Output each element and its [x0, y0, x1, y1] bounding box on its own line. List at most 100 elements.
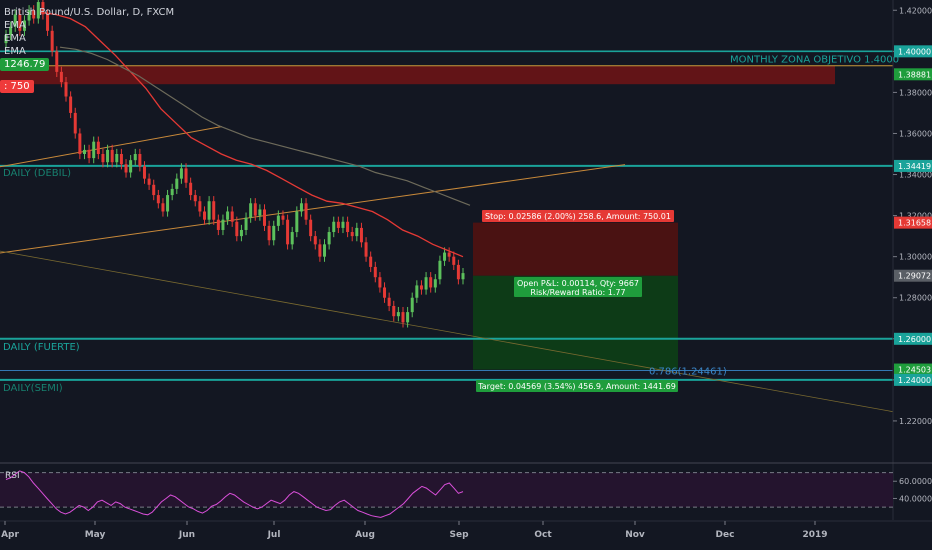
candle-body[interactable] — [22, 20, 26, 31]
candle-body[interactable] — [359, 227, 363, 243]
candle-body[interactable] — [336, 221, 340, 228]
stop-zone-box[interactable] — [473, 222, 678, 276]
candle-body[interactable] — [429, 277, 433, 288]
stop-label-box[interactable] — [482, 210, 674, 222]
candle-body[interactable] — [309, 219, 313, 237]
candle-body[interactable] — [179, 168, 183, 179]
price-label-box[interactable] — [894, 332, 932, 345]
price-label-box[interactable] — [894, 373, 932, 386]
candle-body[interactable] — [281, 215, 285, 220]
candle-body[interactable] — [258, 209, 262, 216]
candle-body[interactable] — [304, 203, 308, 220]
candle-body[interactable] — [313, 236, 317, 245]
candle-body[interactable] — [50, 30, 54, 52]
candle-body[interactable] — [133, 154, 137, 161]
candle-body[interactable] — [461, 273, 465, 280]
candle-body[interactable] — [415, 285, 419, 298]
symbol-title[interactable]: British Pound/U.S. Dollar, D, FXCM — [4, 7, 175, 18]
candle-body[interactable] — [36, 2, 40, 19]
candle-body[interactable] — [221, 219, 225, 230]
candle-body[interactable] — [456, 264, 460, 280]
short-trendline[interactable] — [0, 125, 223, 168]
candle-body[interactable] — [249, 203, 253, 218]
ema-indicator-1[interactable]: EMA — [4, 20, 26, 31]
candle-body[interactable] — [161, 203, 165, 212]
candle-body[interactable] — [244, 217, 248, 230]
candle-body[interactable] — [9, 26, 13, 35]
candle-body[interactable] — [156, 195, 160, 204]
candle-body[interactable] — [369, 256, 373, 267]
candle-body[interactable] — [193, 195, 197, 202]
open-pl-label-box[interactable] — [514, 277, 642, 297]
price-label-box[interactable] — [894, 269, 932, 282]
price-label-box[interactable] — [894, 45, 932, 58]
candle-body[interactable] — [166, 195, 170, 212]
price-label-box[interactable] — [894, 159, 932, 172]
candle-body[interactable] — [392, 305, 396, 317]
candle-body[interactable] — [346, 221, 350, 233]
candle-body[interactable] — [267, 225, 271, 241]
price-label-box[interactable] — [894, 68, 932, 81]
candle-body[interactable] — [290, 232, 294, 245]
candle-body[interactable] — [433, 279, 437, 288]
candle-body[interactable] — [355, 227, 359, 237]
amount-badge[interactable]: : 750 — [0, 80, 34, 93]
candle-body[interactable] — [147, 178, 151, 185]
ema-fast-line[interactable] — [39, 11, 464, 258]
candle-body[interactable] — [18, 14, 22, 31]
candle-body[interactable] — [202, 211, 206, 220]
candle-body[interactable] — [59, 71, 63, 83]
candle-body[interactable] — [263, 209, 267, 226]
candle-body[interactable] — [438, 260, 442, 280]
candle-body[interactable] — [69, 96, 73, 113]
candle-body[interactable] — [341, 221, 345, 228]
candle-body[interactable] — [253, 203, 257, 216]
candle-body[interactable] — [318, 244, 322, 257]
rsi-line[interactable] — [5, 470, 464, 518]
candle-body[interactable] — [332, 221, 336, 233]
candle-body[interactable] — [170, 188, 174, 196]
candle-body[interactable] — [452, 256, 456, 265]
candle-body[interactable] — [46, 14, 50, 31]
ema-indicator-3[interactable]: EMA — [4, 46, 26, 57]
price-label-box[interactable] — [894, 216, 932, 229]
candle-body[interactable] — [4, 34, 8, 44]
candle-body[interactable] — [401, 312, 405, 323]
candle-body[interactable] — [78, 133, 82, 154]
candle-body[interactable] — [142, 166, 146, 179]
candle-body[interactable] — [419, 285, 423, 290]
candle-body[interactable] — [73, 112, 77, 134]
candle-body[interactable] — [106, 149, 110, 163]
candle-body[interactable] — [110, 149, 114, 163]
candle-body[interactable] — [276, 215, 280, 226]
candle-body[interactable] — [119, 154, 123, 165]
candle-body[interactable] — [189, 182, 193, 196]
target-label-box[interactable] — [476, 380, 678, 392]
candle-body[interactable] — [323, 244, 327, 257]
candle-body[interactable] — [55, 51, 59, 72]
candle-body[interactable] — [373, 266, 377, 278]
candle-body[interactable] — [295, 211, 299, 233]
candle-body[interactable] — [27, 10, 31, 21]
candle-body[interactable] — [32, 10, 36, 19]
price-label-box[interactable] — [894, 363, 932, 376]
candle-body[interactable] — [175, 178, 179, 189]
candle-body[interactable] — [198, 201, 202, 212]
candle-body[interactable] — [216, 219, 220, 230]
candle-body[interactable] — [13, 14, 17, 27]
candle-body[interactable] — [212, 201, 216, 220]
candle-body[interactable] — [124, 164, 128, 173]
candle-body[interactable] — [96, 141, 100, 154]
ema-indicator-2[interactable]: EMA — [4, 33, 26, 44]
resistance-zone[interactable] — [0, 65, 835, 85]
candle-body[interactable] — [64, 82, 68, 97]
candle-body[interactable] — [387, 297, 391, 306]
candle-body[interactable] — [443, 252, 447, 261]
candle-body[interactable] — [327, 232, 331, 245]
candle-body[interactable] — [41, 2, 45, 15]
candle-body[interactable] — [87, 149, 91, 159]
candle-body[interactable] — [383, 287, 387, 298]
descending-trendline[interactable] — [0, 250, 894, 413]
candle-body[interactable] — [207, 201, 211, 220]
candle-body[interactable] — [129, 160, 133, 173]
